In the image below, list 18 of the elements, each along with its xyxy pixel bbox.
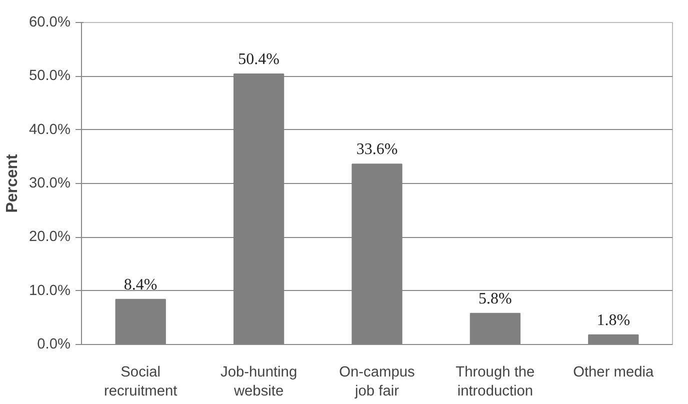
x-tick-label: Through the introduction — [456, 364, 535, 400]
y-tick-label: 60.0% — [28, 14, 71, 30]
y-tick-label: 20.0% — [28, 229, 71, 246]
x-tick-label: Job-hunting website — [220, 364, 298, 400]
data-label: 8.4% — [124, 276, 158, 294]
y-axis-title: Percent — [4, 153, 21, 213]
data-label: 33.6% — [356, 141, 398, 158]
x-tick-label: Other media — [573, 364, 655, 380]
data-label: 5.8% — [478, 290, 512, 308]
y-tick-label: 0.0% — [37, 336, 70, 352]
y-tick-label: 10.0% — [28, 282, 71, 299]
y-tick-label: 40.0% — [28, 122, 71, 138]
x-tick-label: Social recruitment — [104, 364, 178, 400]
y-tick-label: 30.0% — [28, 176, 71, 192]
data-label: 1.8% — [596, 312, 630, 329]
y-tick-label: 50.0% — [28, 68, 71, 84]
x-tick-label: On-campus job fair — [339, 364, 415, 400]
data-label: 50.4% — [238, 51, 280, 68]
